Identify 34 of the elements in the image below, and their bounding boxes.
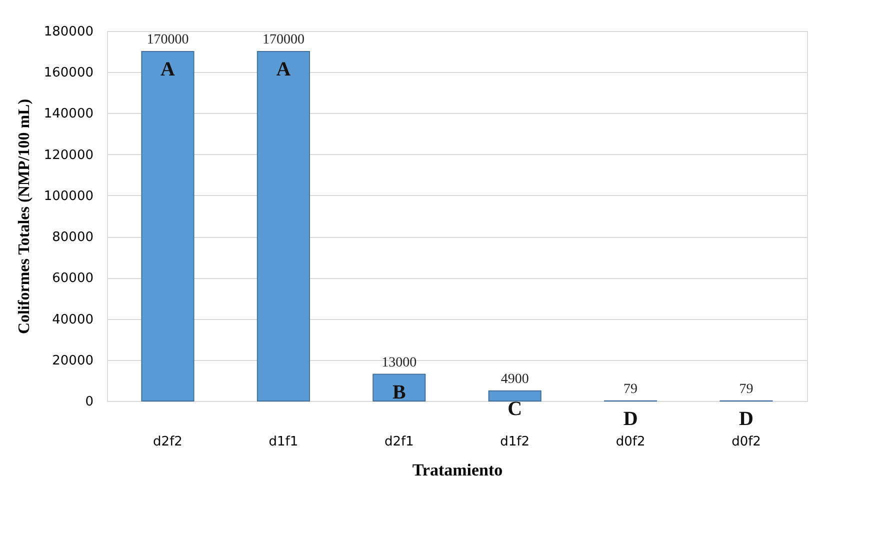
- bar: [141, 51, 194, 402]
- bar: [372, 374, 426, 402]
- y-tick-label: 160000: [44, 66, 94, 81]
- y-tick-label: 20000: [52, 353, 94, 368]
- annotation: A: [276, 58, 292, 81]
- bar: [256, 51, 310, 402]
- x-tick-label: d0f2: [616, 434, 646, 450]
- x-tick-label: d1f1: [268, 434, 298, 450]
- y-tick-label: 180000: [44, 24, 94, 40]
- y-tick-label: 40000: [52, 312, 94, 328]
- data-label: 170000: [262, 32, 304, 48]
- data-label: 79: [624, 382, 638, 397]
- data-label: 4900: [500, 372, 529, 387]
- x-tick-label: d2f2: [153, 434, 182, 450]
- data-label: 170000: [146, 32, 189, 48]
- data-label: 13000: [382, 355, 417, 370]
- y-tick-label: 100000: [44, 188, 94, 204]
- x-tick-label: d1f2: [500, 434, 530, 450]
- y-axis-title: Coliformes Totales (NMP/100 mL): [16, 98, 33, 334]
- x-tick-label: d2f1: [384, 434, 414, 450]
- text: D: [623, 408, 638, 430]
- y-tick-label: 120000: [44, 148, 94, 163]
- data-label: 79: [739, 382, 754, 397]
- annotation: C: [508, 398, 522, 420]
- text: D: [739, 408, 754, 430]
- y-tick-label: 140000: [44, 106, 94, 122]
- y-tick-label: 60000: [52, 271, 94, 286]
- y-tick-label: 80000: [52, 230, 94, 246]
- x-tick-label: d0f2: [732, 434, 761, 450]
- y-tick-label: 0: [85, 394, 94, 410]
- x-axis-title: Tratamiento: [412, 460, 503, 480]
- annotation: A: [160, 58, 176, 81]
- bar: [488, 390, 542, 402]
- annotation: B: [392, 381, 406, 404]
